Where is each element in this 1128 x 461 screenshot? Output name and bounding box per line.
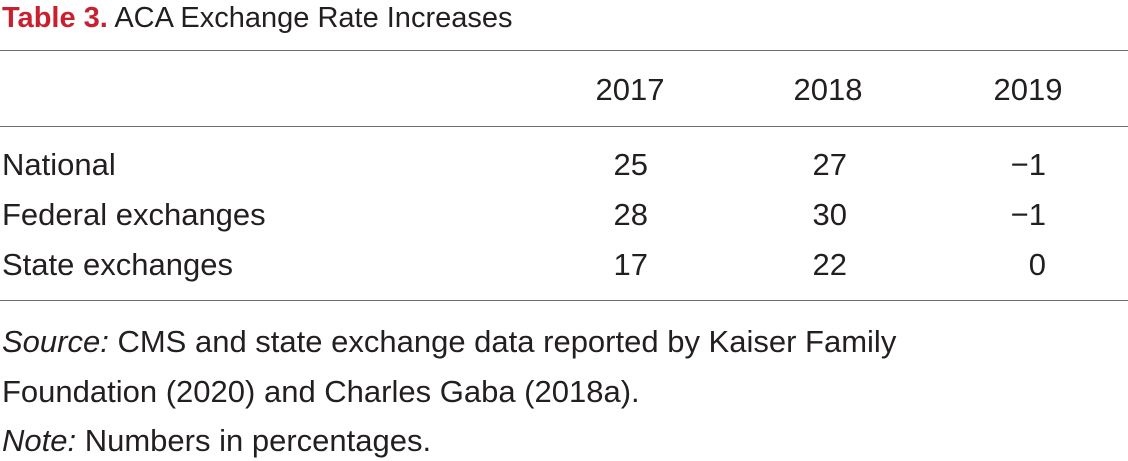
- table-title: Table 3. ACA Exchange Rate Increases: [2, 0, 512, 40]
- cell-national-2019: −1: [1010, 147, 1046, 182]
- header-rule: [0, 126, 1128, 127]
- column-header-2018: 2018: [793, 72, 863, 107]
- bottom-rule: [0, 300, 1128, 301]
- cell-state-2019: 0: [1028, 247, 1046, 282]
- source-note-line1: Source: CMS and state exchange data repo…: [2, 322, 896, 362]
- cell-national-2017: 25: [613, 147, 648, 182]
- column-header-2019: 2019: [993, 72, 1063, 107]
- table-title-text: ACA Exchange Rate Increases: [114, 2, 513, 34]
- cell-federal-2018: 30: [812, 197, 847, 232]
- table-number-label: Table 3.: [2, 2, 108, 34]
- note-text: Numbers in percentages.: [84, 423, 432, 458]
- note-line: Note: Numbers in percentages.: [2, 421, 431, 461]
- row-label-national: National: [2, 147, 116, 182]
- column-header-2017: 2017: [595, 72, 665, 107]
- row-label-state-exchanges: State exchanges: [2, 247, 233, 282]
- cell-state-2017: 17: [613, 247, 648, 282]
- source-note-line2: Foundation (2020) and Charles Gaba (2018…: [2, 374, 640, 409]
- top-rule: [0, 50, 1128, 51]
- note-label: Note:: [2, 423, 77, 458]
- cell-federal-2019: −1: [1010, 197, 1046, 232]
- source-label: Source:: [2, 324, 109, 359]
- row-label-federal-exchanges: Federal exchanges: [2, 197, 266, 232]
- source-text-line1: CMS and state exchange data reported by …: [117, 324, 897, 359]
- cell-federal-2017: 28: [613, 197, 648, 232]
- cell-national-2018: 27: [812, 147, 847, 182]
- cell-state-2018: 22: [812, 247, 847, 282]
